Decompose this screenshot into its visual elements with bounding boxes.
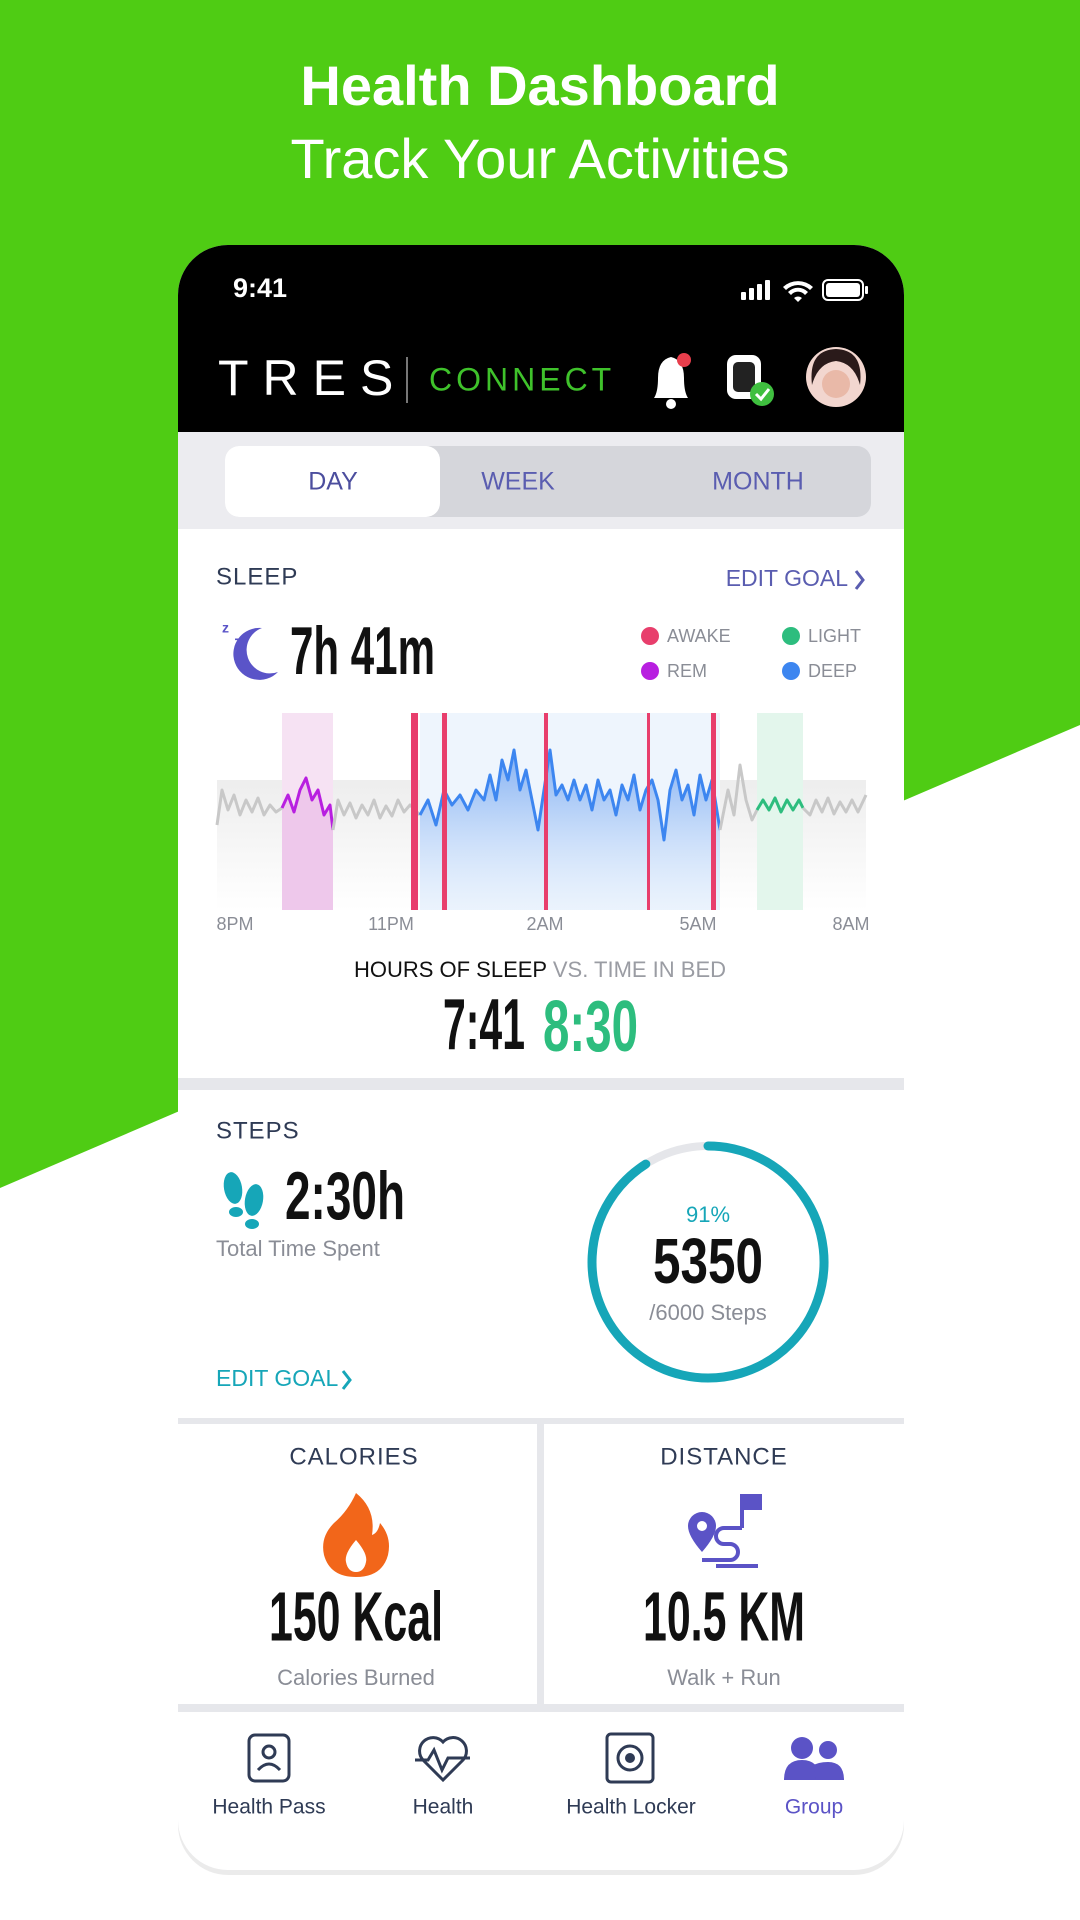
- status-icons: [741, 279, 868, 302]
- comparison-label: HOURS OF SLEEP: [354, 957, 547, 982]
- nav-label[interactable]: Health Pass: [212, 1796, 325, 1819]
- calories-value: 150 Kcal: [269, 1577, 443, 1655]
- chevron: [341, 1370, 352, 1390]
- edit-goal[interactable]: EDIT GOAL: [726, 565, 848, 591]
- nav-label[interactable]: Health: [413, 1796, 474, 1819]
- time-label: 8AM: [832, 914, 869, 934]
- nav-label[interactable]: Health Locker: [566, 1796, 696, 1819]
- feet-icon: [223, 1172, 264, 1229]
- status-time: 9:41: [233, 273, 287, 303]
- time-label: 2AM: [526, 914, 563, 934]
- nav-item[interactable]: Health Pass: [212, 1733, 326, 1819]
- sleep-graph: [215, 713, 868, 910]
- comparison-label: HOURS OF SLEEP VS. TIME IN BED: [354, 957, 726, 982]
- legend-label: REM: [667, 661, 707, 681]
- logo: TRES: [218, 350, 407, 406]
- app-bar: [178, 245, 904, 432]
- comparison-suffix: VS. TIME IN BED: [553, 957, 726, 982]
- card-title: CALORIES: [289, 1443, 418, 1470]
- legend-swatch: [641, 662, 659, 680]
- tab[interactable]: MONTH: [712, 468, 804, 496]
- steps-card: [178, 1090, 904, 1418]
- promo-subtitle: Track Your Activities: [290, 127, 789, 190]
- legend-label: DEEP: [808, 661, 857, 681]
- card-title: STEPS: [216, 1117, 300, 1144]
- distance-icon: [688, 1494, 762, 1568]
- distance-label: Walk + Run: [667, 1665, 781, 1690]
- step-goal: /6000 Steps: [649, 1300, 766, 1325]
- avatar[interactable]: [806, 347, 866, 407]
- calories-label: Calories Burned: [277, 1665, 435, 1690]
- tab-active: [225, 446, 440, 517]
- step-count: 5350: [653, 1225, 763, 1297]
- hours-of-sleep: 7:41: [443, 985, 525, 1065]
- legend-label: LIGHT: [808, 626, 861, 646]
- progress-arc: [587, 1141, 829, 1383]
- nav-label[interactable]: Group: [785, 1796, 843, 1819]
- tab[interactable]: WEEK: [481, 468, 555, 496]
- bottom-nav: [178, 1712, 904, 1870]
- svg-text:z: z: [222, 620, 229, 636]
- flame-icon: [323, 1493, 389, 1577]
- legend-swatch: [641, 627, 659, 645]
- edit-goal[interactable]: EDIT GOAL: [216, 1365, 338, 1391]
- legend-swatch: [782, 627, 800, 645]
- legend-swatch: [782, 662, 800, 680]
- svg-text:z: z: [234, 632, 243, 651]
- notification-bell[interactable]: [654, 353, 691, 409]
- progress-percent: 91%: [686, 1202, 730, 1227]
- sleep-duration: 7h 41m: [290, 613, 435, 689]
- distance-value: 10.5 KM: [643, 1577, 805, 1655]
- watch-icon[interactable]: [727, 355, 774, 406]
- nav-item[interactable]: Health Locker: [566, 1732, 696, 1819]
- promo-title: Health Dashboard: [300, 54, 779, 117]
- card-title: DISTANCE: [660, 1443, 788, 1470]
- moon-icon: z z: [222, 620, 278, 680]
- tab[interactable]: DAY: [308, 468, 358, 496]
- time-spent: 2:30h: [285, 1158, 405, 1234]
- time-label: 8PM: [216, 914, 253, 934]
- nav-item[interactable]: Health: [413, 1736, 474, 1819]
- time-in-bed: 8:30: [543, 987, 638, 1067]
- chevron: [854, 570, 865, 590]
- time-spent-label: Total Time Spent: [216, 1236, 380, 1261]
- time-label: 5AM: [679, 914, 716, 934]
- legend-label: AWAKE: [667, 626, 731, 646]
- logo-suffix: CONNECT: [429, 361, 615, 397]
- time-label: 11PM: [368, 914, 414, 934]
- card-title: SLEEP: [216, 563, 298, 590]
- nav-item[interactable]: Group: [784, 1737, 844, 1819]
- phone: 9:41 TRES CONNECT: [178, 245, 904, 1870]
